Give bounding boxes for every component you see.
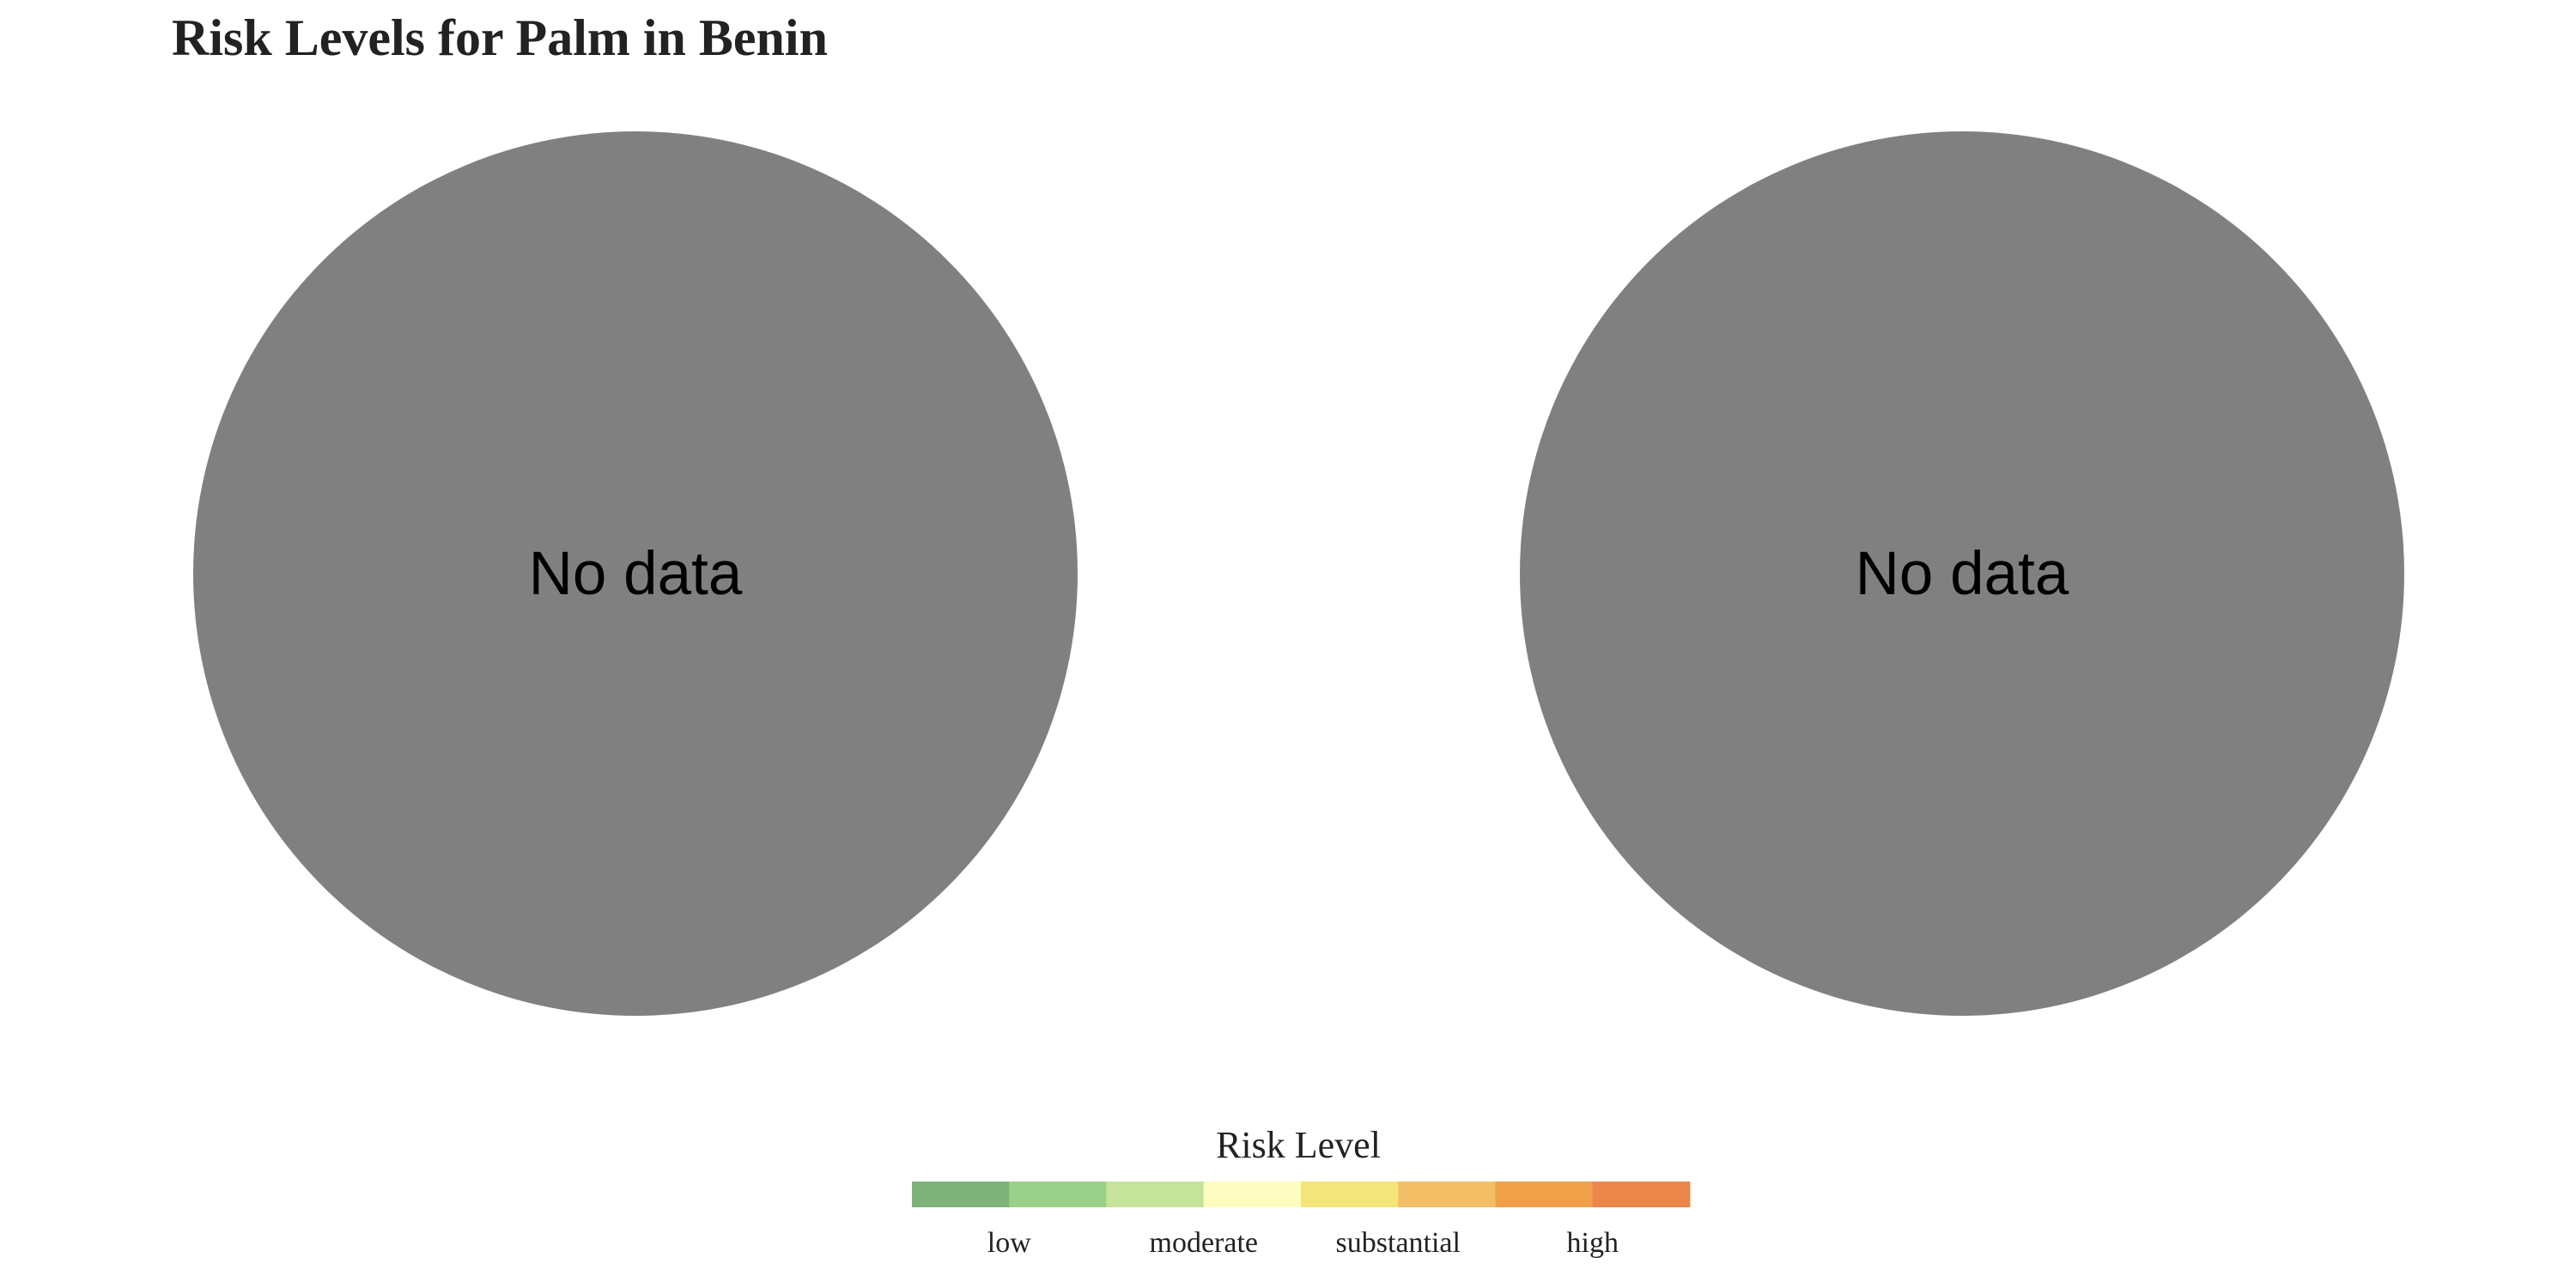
- legend-swatch: [1106, 1182, 1205, 1207]
- legend-swatch: [1398, 1182, 1496, 1207]
- chart-title: Risk Levels for Palm in Benin: [172, 9, 828, 66]
- legend-label-high: high: [1567, 1227, 1619, 1259]
- pie-panels: No data No data: [193, 131, 2404, 1016]
- pie-panel-1: No data: [193, 131, 1078, 1016]
- legend-swatch: [912, 1182, 1010, 1207]
- legend-swatch: [1301, 1182, 1399, 1207]
- legend-label-low: low: [987, 1227, 1031, 1259]
- legend-swatch: [1009, 1182, 1107, 1207]
- pie-slice-no-data: [1520, 131, 2404, 1016]
- legend-title: Risk Level: [1216, 1124, 1381, 1166]
- slice-label: No data: [529, 540, 743, 608]
- legend-swatch: [1495, 1182, 1594, 1207]
- legend-label-substantial: substantial: [1336, 1227, 1461, 1259]
- legend-label-moderate: moderate: [1150, 1227, 1259, 1259]
- slice-label: No data: [1856, 540, 2069, 608]
- legend-swatch: [1592, 1182, 1691, 1207]
- legend: Risk Level low moderate substantial high: [912, 1124, 1691, 1259]
- pie-slice-no-data: [193, 131, 1078, 1016]
- legend-swatch: [1203, 1182, 1302, 1207]
- legend-labels: low moderate substantial high: [987, 1227, 1619, 1259]
- legend-swatches: [912, 1182, 1691, 1207]
- pie-panel-2: No data: [1520, 131, 2404, 1016]
